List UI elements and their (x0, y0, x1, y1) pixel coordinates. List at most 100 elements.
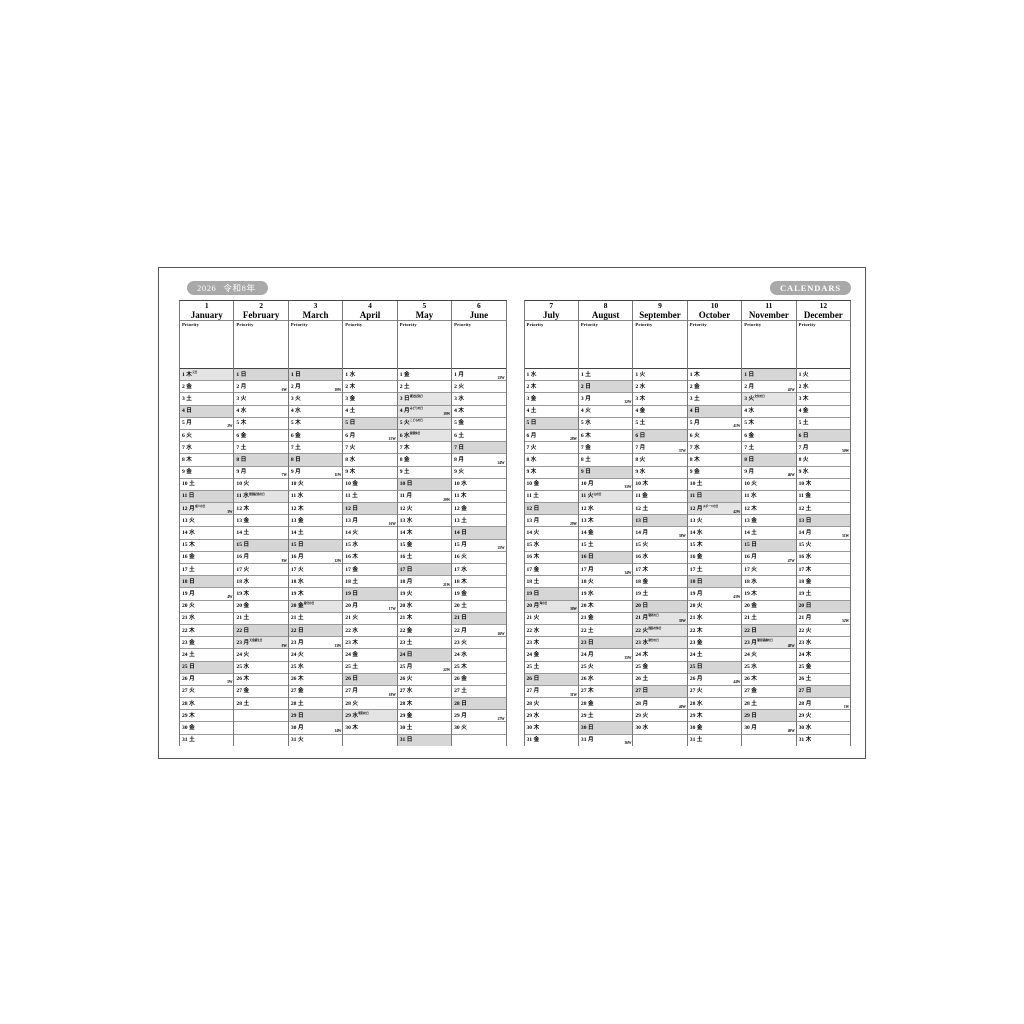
day-cell[interactable]: 29 月 27W (452, 710, 506, 723)
day-cell[interactable]: 19 土 (796, 588, 851, 601)
day-cell[interactable]: 17 金 (343, 564, 397, 577)
day-cell[interactable]: 23 日 (578, 637, 633, 650)
day-cell[interactable]: 28 土 (288, 698, 343, 711)
day-cell[interactable]: 17 火 (234, 564, 288, 577)
day-cell[interactable]: 28 日 (452, 698, 506, 711)
day-cell[interactable]: 14 土 (742, 527, 796, 540)
day-cell[interactable]: 23 土 (397, 637, 452, 650)
day-cell[interactable]: 26 火 (397, 674, 452, 686)
day-cell[interactable]: 3 日憲法記念日 (397, 393, 452, 406)
day-cell[interactable]: 12 日 (524, 503, 578, 516)
day-cell[interactable]: 14 月 38W (633, 527, 687, 540)
day-cell[interactable]: 29 水 (524, 710, 578, 723)
day-cell[interactable]: 15 木 (687, 540, 742, 552)
day-cell[interactable]: 28 月 40W (633, 698, 687, 711)
day-cell[interactable]: 22 水 (524, 625, 578, 638)
day-cell[interactable]: 20 土 (452, 601, 506, 613)
day-cell[interactable]: 22 水 (343, 625, 397, 638)
day-cell[interactable]: 21 月 52W (796, 613, 851, 625)
priority-notes-area[interactable]: Priority (796, 321, 851, 369)
day-cell[interactable]: 15 日 (288, 539, 343, 552)
day-cell[interactable]: 20 火 (687, 601, 742, 613)
day-cell[interactable]: 24 火 (234, 649, 288, 662)
day-cell[interactable]: 29 日 (288, 710, 343, 723)
priority-notes-area[interactable]: Priority (524, 321, 578, 369)
day-cell[interactable]: 26 日 (343, 673, 397, 686)
day-cell[interactable]: 17 日 (397, 564, 452, 577)
day-cell[interactable]: 18 金 (796, 576, 851, 589)
day-cell[interactable]: 30 月 49W (742, 722, 796, 735)
day-cell[interactable]: 14 土 (288, 527, 343, 540)
day-cell[interactable]: 3 火文化の日 (742, 393, 796, 406)
day-cell[interactable]: 20 火 (180, 601, 234, 613)
day-cell[interactable]: 14 日 (452, 527, 506, 540)
priority-notes-area[interactable]: Priority (343, 321, 397, 369)
day-cell[interactable]: 11 土 (343, 491, 397, 504)
day-cell[interactable]: 14 火 (524, 527, 578, 540)
day-cell[interactable]: 30 金 (180, 722, 234, 735)
day-cell[interactable]: 25 日 (180, 661, 234, 674)
day-cell[interactable]: 13 月 16W (343, 515, 397, 528)
day-cell[interactable]: 27 火 (687, 686, 742, 699)
day-cell[interactable]: 12 水 (578, 503, 633, 516)
day-cell[interactable]: 26 土 (796, 674, 851, 686)
day-cell[interactable]: 27 月 31W (524, 686, 578, 699)
day-cell[interactable]: 10 日 (397, 478, 452, 491)
day-cell[interactable]: 23 木 (343, 637, 397, 650)
day-cell[interactable]: 11 日 (687, 490, 742, 504)
day-cell[interactable]: 17 火 (288, 564, 343, 577)
day-cell[interactable]: 2 月 10W (288, 381, 343, 394)
day-cell[interactable]: 22 日 (288, 624, 343, 638)
day-cell[interactable]: 27 金 (288, 686, 343, 699)
day-cell[interactable]: 10 月 33W (578, 479, 633, 491)
day-cell[interactable]: 26 木 (288, 674, 343, 686)
day-cell[interactable]: 25 土 (524, 662, 578, 674)
day-cell[interactable]: 21 日 (452, 612, 506, 625)
day-cell[interactable]: 12 金 (452, 503, 506, 516)
day-cell[interactable]: 22 木 (687, 625, 742, 638)
day-cell[interactable]: 19 火 (397, 588, 452, 601)
day-cell[interactable]: 19 木 (742, 588, 796, 601)
day-cell[interactable]: 26 木 (234, 674, 288, 686)
day-cell[interactable]: 18 水 (288, 576, 343, 589)
day-cell[interactable]: 5 月 2W (180, 418, 234, 430)
day-cell[interactable]: 28 木 (397, 698, 452, 711)
day-cell[interactable]: 20 金 (234, 601, 288, 613)
day-cell[interactable]: 13 木 (578, 515, 633, 528)
day-cell[interactable]: 26 木 (742, 674, 796, 686)
day-cell[interactable]: 16 日 (578, 551, 633, 564)
day-cell[interactable]: 28 土 (234, 698, 288, 711)
day-cell[interactable]: 30 木 (524, 722, 578, 735)
day-cell[interactable]: 11 水 (742, 491, 796, 504)
day-cell[interactable]: 30 木 (343, 722, 397, 735)
day-cell[interactable]: 17 土 (687, 564, 742, 577)
